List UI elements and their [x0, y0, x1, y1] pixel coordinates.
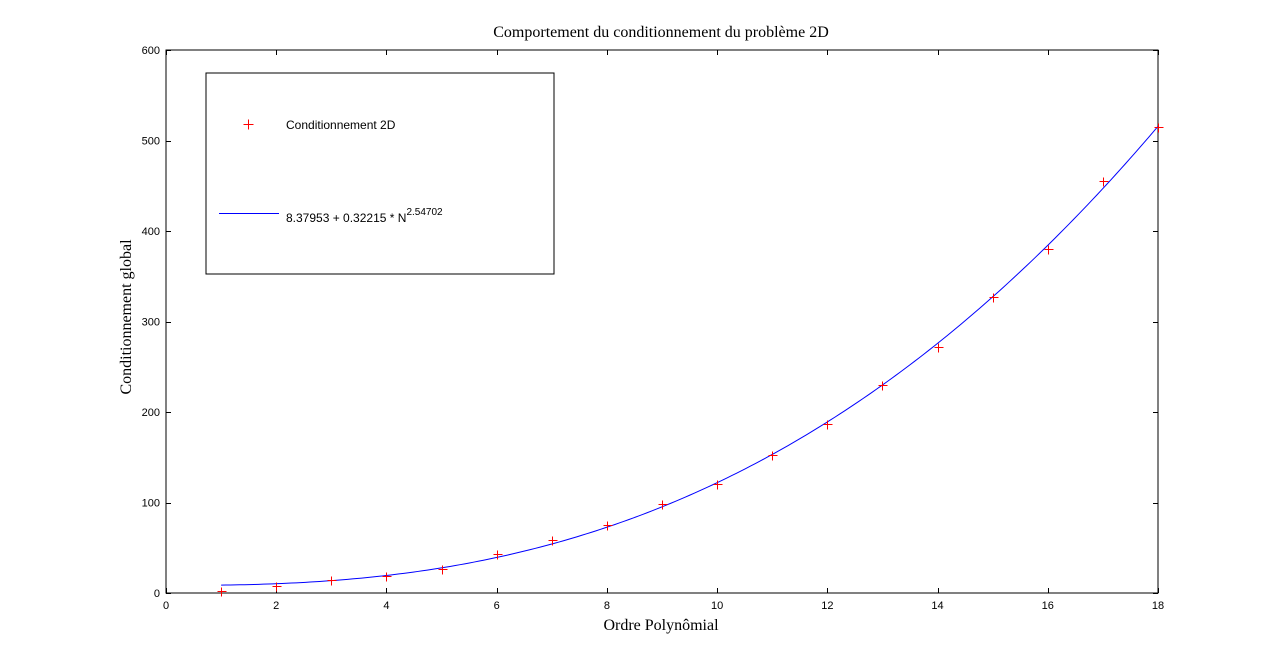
x-tick-label: 2 [273, 600, 279, 612]
x-tick-label: 8 [604, 600, 610, 612]
data-point-marker [658, 500, 668, 510]
x-tick-label: 6 [494, 600, 500, 612]
legend-fit-exponent: 2.54702 [406, 207, 443, 218]
x-tick-label: 4 [383, 600, 389, 612]
y-axis-label: Conditionnement global [118, 239, 135, 395]
x-tick-label: 18 [1152, 600, 1164, 612]
fit-curve [221, 125, 1159, 586]
data-point-marker [713, 480, 723, 490]
x-tick-label: 10 [711, 600, 723, 612]
data-point-marker [823, 420, 833, 430]
y-tick-label: 500 [142, 136, 160, 148]
data-point-marker [438, 565, 448, 575]
x-axis-label: Ordre Polynômial [603, 617, 719, 634]
legend-marker-icon [243, 119, 254, 130]
y-ticks: 0 100 200 300 400 500 600 [142, 45, 1158, 600]
x-tick-label: 12 [821, 600, 833, 612]
data-point-marker [1154, 123, 1164, 133]
data-point-marker [934, 343, 944, 353]
data-point-marker [548, 536, 558, 546]
legend-fit-main: 8.37953 + 0.32215 * N [286, 211, 406, 225]
x-ticks: 0 2 4 6 8 10 12 14 16 18 [163, 50, 1164, 612]
data-point-marker [989, 293, 999, 303]
y-tick-label: 100 [142, 498, 160, 510]
data-point-marker [493, 550, 503, 560]
legend-entry-data: Conditionnement 2D [286, 118, 396, 132]
y-tick-label: 400 [142, 226, 160, 238]
legend: Conditionnement 2D 8.37953 + 0.32215 * N… [205, 72, 555, 275]
y-tick-label: 200 [142, 407, 160, 419]
legend-box [205, 72, 555, 275]
data-point-marker [382, 572, 392, 582]
y-tick-label: 300 [142, 317, 160, 329]
x-tick-label: 16 [1042, 600, 1054, 612]
x-tick-label: 0 [163, 600, 169, 612]
fit-layer [221, 125, 1159, 586]
data-point-marker [768, 451, 778, 461]
data-point-marker [217, 587, 227, 597]
x-tick-label: 14 [931, 600, 943, 612]
data-point-marker [1044, 245, 1054, 255]
data-point-marker [272, 582, 282, 592]
y-tick-label: 0 [154, 588, 160, 600]
data-point-marker [327, 576, 337, 586]
legend-entry-fit: 8.37953 + 0.32215 * N2.54702 [286, 207, 443, 225]
y-tick-label: 600 [142, 45, 160, 57]
data-point-marker [878, 381, 888, 391]
data-point-marker [1099, 177, 1109, 187]
marker-layer [217, 123, 1164, 597]
chart-title: Comportement du conditionnement du probl… [493, 24, 829, 41]
data-point-marker [603, 521, 613, 531]
